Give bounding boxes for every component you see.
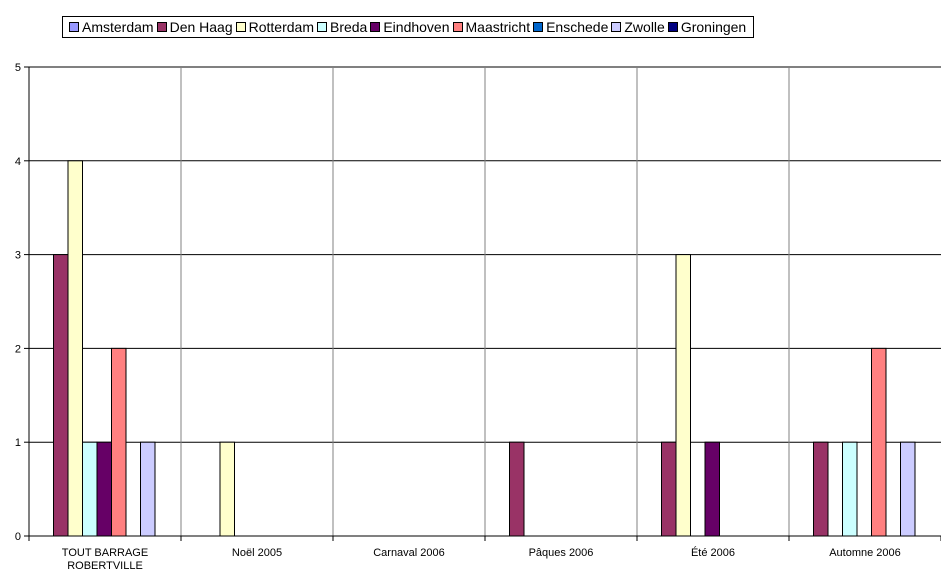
legend-label: Groningen xyxy=(680,19,747,35)
legend-item: Maastricht xyxy=(452,19,531,35)
legend-item: Rotterdam xyxy=(235,19,314,35)
x-tick-label: Noël 2005 xyxy=(232,547,282,559)
legend: Amsterdam Den Haag Rotterdam Breda Eindhoven… xyxy=(62,16,755,38)
x-tick-label: Pâques 2006 xyxy=(529,547,594,559)
y-tick-label: 5 xyxy=(15,62,21,74)
x-tick-label: Été 2006 xyxy=(691,546,735,559)
legend-swatch xyxy=(316,22,327,32)
x-tick-label: TOUT BARRAGE ROBERTVILLE xyxy=(62,547,148,572)
legend-item: Zwolle xyxy=(611,19,665,35)
legend-item: Amsterdam xyxy=(69,19,154,35)
legend-item: Breda xyxy=(316,19,368,35)
legend-item: Eindhoven xyxy=(370,19,450,35)
legend-swatch xyxy=(667,22,678,32)
legend-item: Enschede xyxy=(533,19,608,35)
legend-swatch xyxy=(235,22,246,32)
bar-breda xyxy=(842,441,858,537)
legend-label: Den Haag xyxy=(169,19,233,35)
legend-label: Zwolle xyxy=(624,19,665,35)
legend-swatch xyxy=(69,22,79,32)
legend-swatch xyxy=(452,22,463,32)
y-tick-label: 1 xyxy=(15,437,21,449)
x-tick-label: Automne 2006 xyxy=(829,547,901,559)
legend-item: Den Haag xyxy=(156,19,233,35)
legend-swatch xyxy=(611,22,622,32)
legend-label: Amsterdam xyxy=(82,19,154,35)
bar-den-haag xyxy=(53,254,69,537)
bar-rotterdam xyxy=(219,441,235,537)
legend-swatch xyxy=(156,22,167,32)
legend-label: Breda xyxy=(329,19,368,35)
legend-swatch xyxy=(370,22,381,32)
y-tick-label: 0 xyxy=(15,531,21,543)
legend-label: Enschede xyxy=(546,19,609,35)
legend-label: Maastricht xyxy=(465,19,531,35)
x-tick-label: Carnaval 2006 xyxy=(373,547,445,559)
bar-den-haag xyxy=(509,441,525,537)
bar-rotterdam xyxy=(675,254,691,537)
bar-zwolle xyxy=(140,441,156,537)
legend-label: Rotterdam xyxy=(248,19,314,35)
y-tick-label: 3 xyxy=(15,250,21,262)
bar-rotterdam xyxy=(67,160,83,537)
bar-den-haag xyxy=(813,441,829,537)
legend-swatch xyxy=(533,22,544,32)
legend-item: Groningen xyxy=(667,19,747,35)
bar-maastricht xyxy=(871,347,887,537)
bar-zwolle xyxy=(900,441,916,537)
y-tick-label: 2 xyxy=(15,343,21,355)
bar-breda xyxy=(82,441,98,537)
y-tick-label: 4 xyxy=(15,156,21,168)
bar-den-haag xyxy=(661,441,677,537)
bar-eindhoven xyxy=(96,441,112,537)
bar-maastricht xyxy=(111,347,127,537)
legend-label: Eindhoven xyxy=(383,19,450,35)
bar-eindhoven xyxy=(704,441,720,537)
